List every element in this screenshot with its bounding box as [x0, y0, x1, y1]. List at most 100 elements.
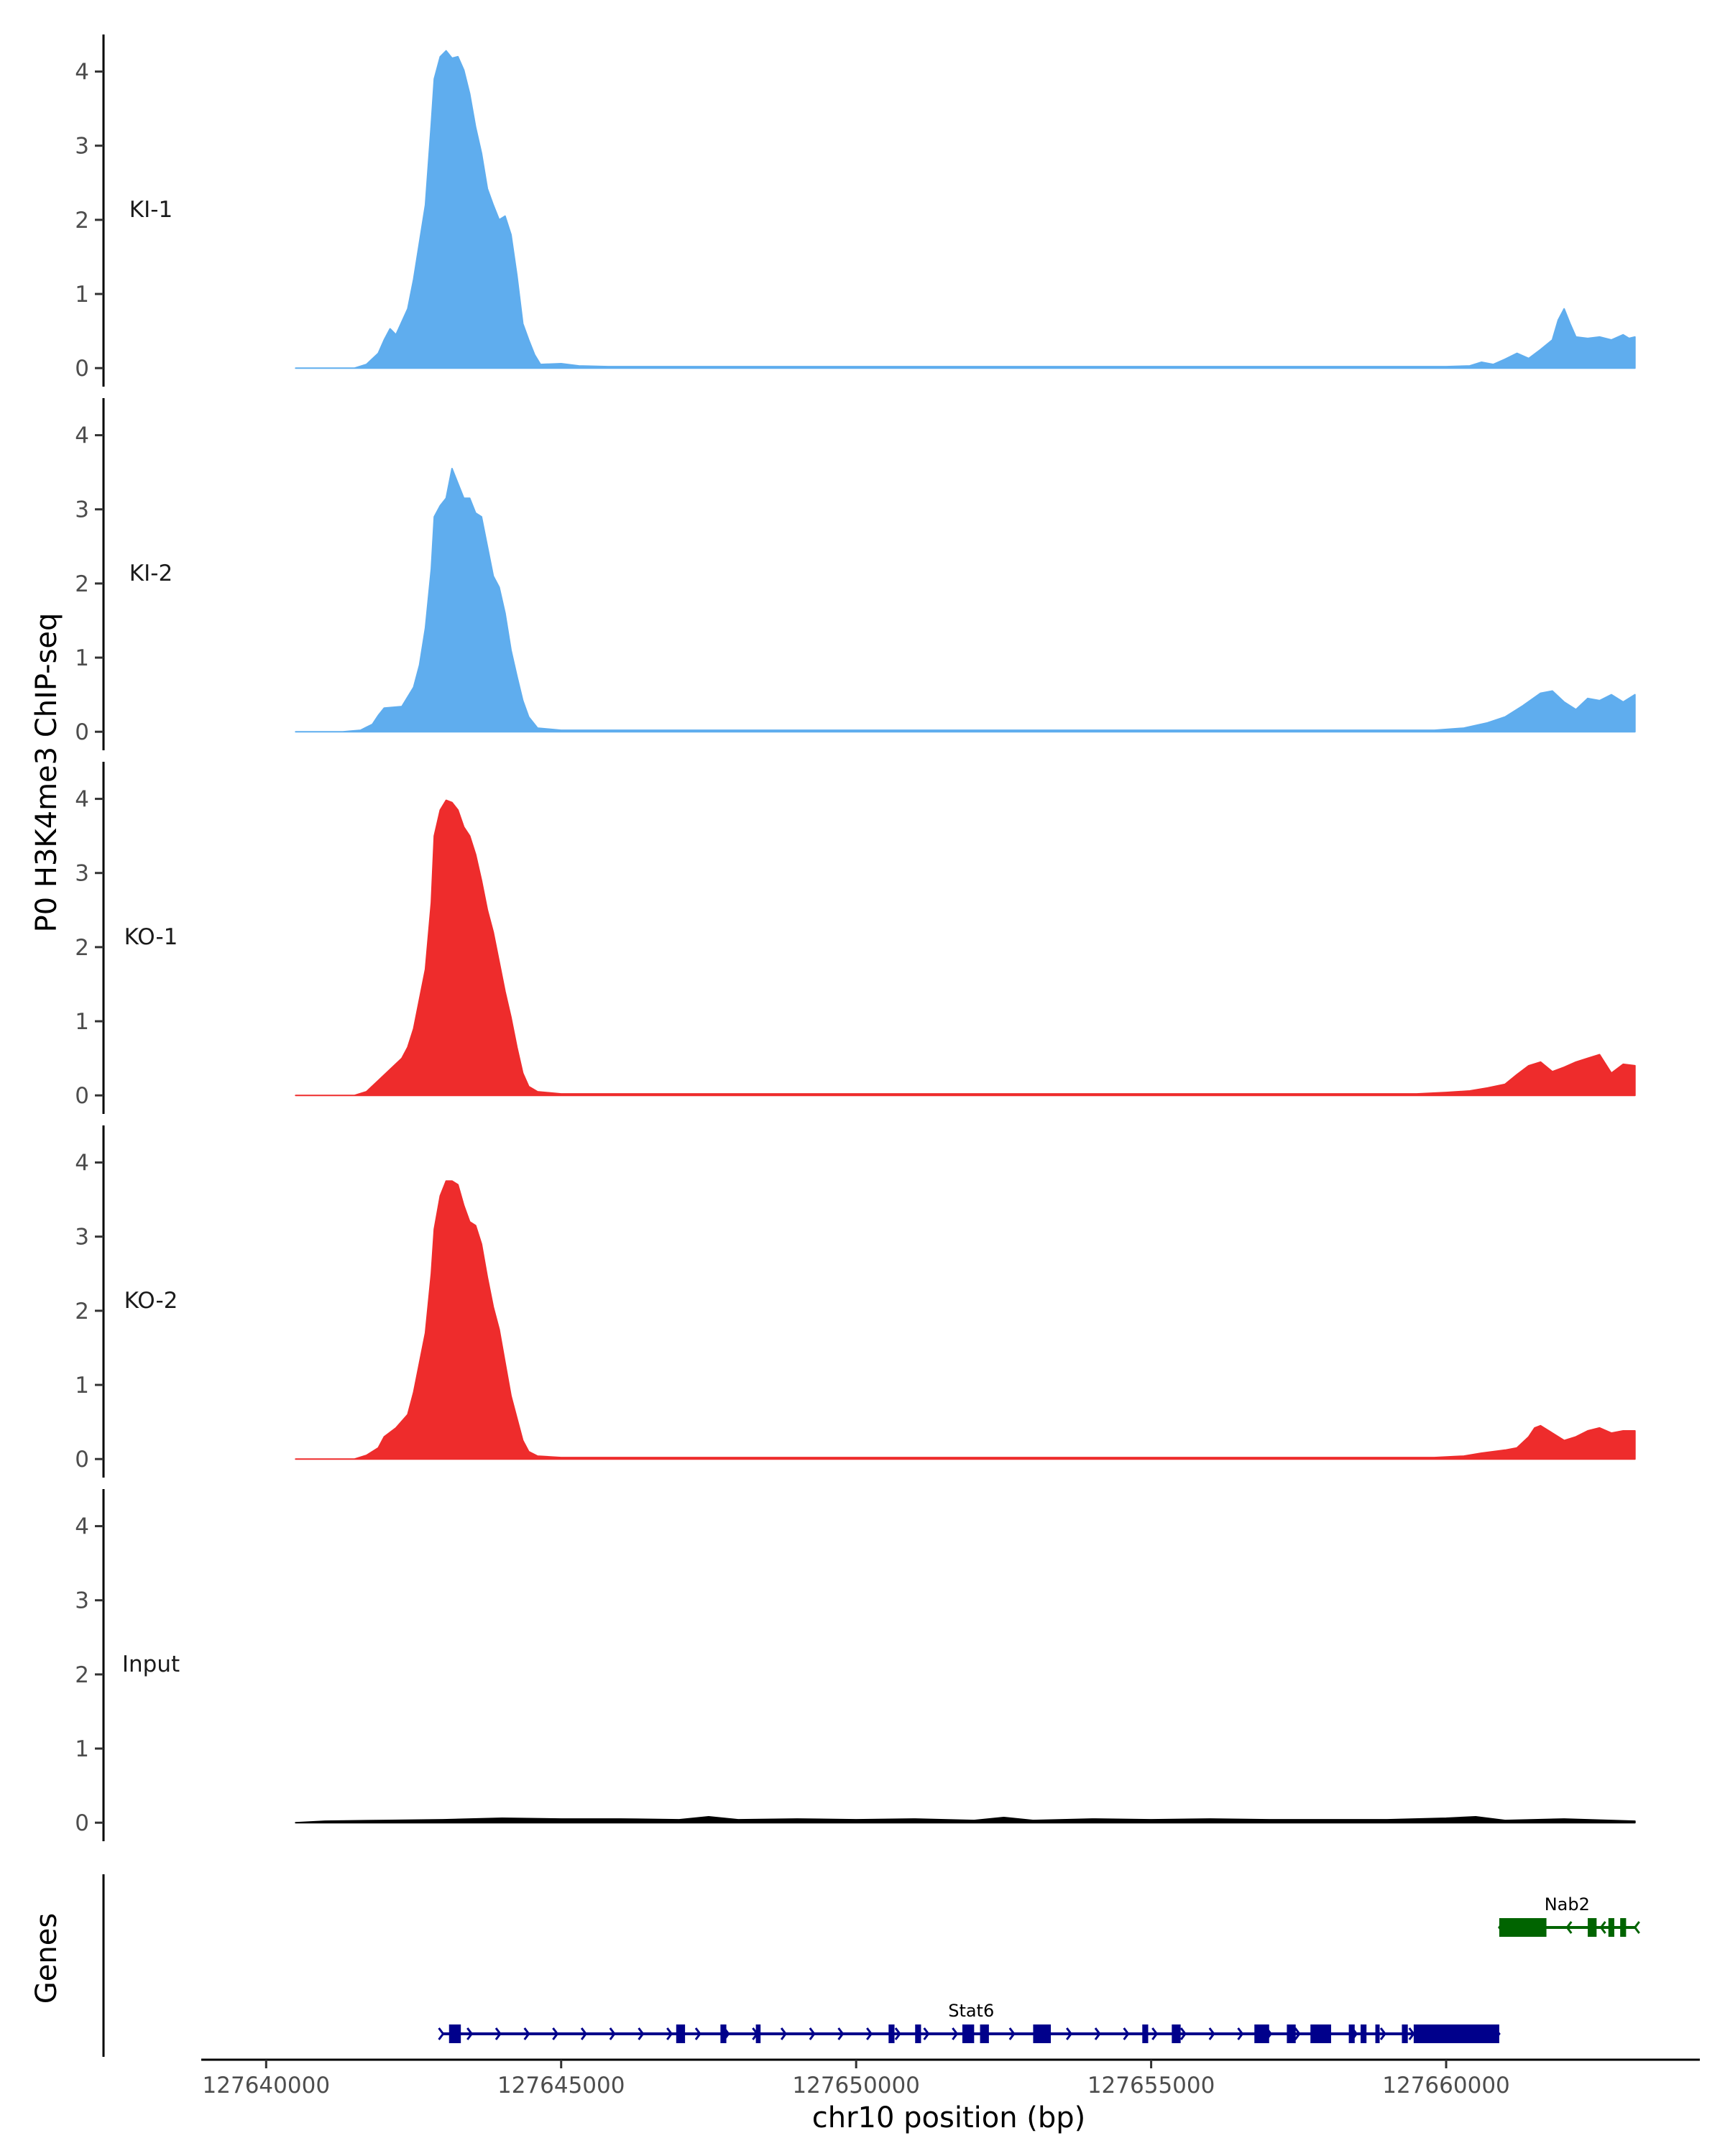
strand-arrow: [580, 2027, 587, 2040]
gene-exon: [915, 2024, 921, 2043]
y-tick-label: 3: [75, 861, 89, 887]
strand-arrow: [923, 2027, 930, 2040]
strand-arrow: [894, 2027, 901, 2040]
x-tick-label: 127660000: [1382, 2073, 1510, 2099]
gene-exon: [1348, 2024, 1355, 2043]
strand-arrow: [638, 2027, 645, 2040]
track-panel-1: 0 1 2 3 4 KI-1: [75, 34, 1636, 387]
track-panel-4: 0 1 2 3 4 KO-2: [75, 1125, 1636, 1478]
signal-area-input: [295, 1816, 1636, 1824]
x-tick-label: 127645000: [497, 2073, 625, 2099]
gene-exon: [1402, 2024, 1408, 2043]
gene-exon: [755, 2024, 761, 2043]
y-tick-label: 0: [75, 356, 89, 382]
x-tick-label: 127655000: [1087, 2073, 1215, 2099]
signal-area-ko-1: [295, 799, 1636, 1097]
gene-exon: [1620, 1918, 1627, 1937]
track-name-label: KI-2: [129, 561, 172, 586]
gene-exon: [1033, 2024, 1052, 2043]
gene-exon: [1310, 2024, 1331, 2043]
strand-arrow: [666, 2027, 673, 2040]
gene-name-label: Nab2: [1545, 1894, 1590, 1915]
gene-exon: [676, 2024, 686, 2043]
gene-exon: [1375, 2024, 1380, 2043]
genes-layer: Stat6 Nab2: [102, 1874, 1640, 2057]
gene-name-label: Stat6: [948, 2001, 994, 2021]
strand-arrow: [1599, 1921, 1606, 1934]
gene-exon: [962, 2024, 975, 2043]
y-tick-label: 0: [75, 719, 89, 745]
track-name-label: KO-1: [124, 924, 178, 950]
gene-exon: [720, 2024, 727, 2043]
y-tick-label: 3: [75, 1588, 89, 1614]
strand-arrow: [809, 2027, 816, 2040]
strand-arrow: [837, 2027, 845, 2040]
y-tick-label: 3: [75, 134, 89, 160]
strand-arrow: [1151, 2027, 1159, 2040]
y-tick-label: 1: [75, 1373, 89, 1399]
gene-exon: [1588, 1918, 1597, 1937]
strand-arrow: [438, 2027, 445, 2040]
y-tick-label: 1: [75, 1009, 89, 1035]
y-tick-label: 4: [75, 423, 89, 449]
y-tick-label: 2: [75, 1299, 89, 1325]
y-tick-label: 3: [75, 1225, 89, 1250]
x-axis-title: chr10 position (bp): [812, 2101, 1086, 2134]
strand-arrow: [609, 2027, 616, 2040]
strand-arrow: [552, 2027, 559, 2040]
y-tick-label: 2: [75, 208, 89, 234]
strand-arrow: [1008, 2027, 1016, 2040]
gene-exon: [888, 2024, 895, 2043]
y-tick-label: 0: [75, 1810, 89, 1836]
strand-arrow: [1408, 2027, 1415, 2040]
strand-arrow: [1123, 2027, 1130, 2040]
strand-arrow: [1565, 1921, 1573, 1934]
tracks-layer: 0 1 2 3 4 KI-1 0 1 2 3 4 KI-2 0 1 2 3 4 KO-1 0 1 2 3 4 KO-2 0 1 2 3…: [75, 34, 1636, 1841]
strand-arrow: [1066, 2027, 1073, 2040]
y-tick-label: 1: [75, 645, 89, 671]
gene-exon: [1413, 2024, 1499, 2043]
gene-exon: [1287, 2024, 1296, 2043]
signal-area-ko-2: [295, 1180, 1636, 1460]
x-tick-label: 127650000: [792, 2073, 920, 2099]
strand-arrow: [866, 2027, 873, 2040]
gene-exon: [1608, 1918, 1614, 1937]
gene-stat6: Stat6: [438, 2001, 1501, 2043]
y-tick-label: 4: [75, 60, 89, 86]
strand-arrow: [494, 2027, 502, 2040]
y-tick-label: 4: [75, 1514, 89, 1540]
strand-arrow: [694, 2027, 702, 2040]
strand-arrow: [780, 2027, 787, 2040]
gene-nab2: Nab2: [1498, 1894, 1640, 1937]
y-tick-label: 1: [75, 1736, 89, 1762]
track-panel-5: 0 1 2 3 4 Input: [75, 1489, 1636, 1841]
strand-arrow: [1179, 2027, 1187, 2040]
signal-area-ki-2: [295, 468, 1636, 733]
y-tick-label: 0: [75, 1083, 89, 1109]
gene-exon: [1172, 2024, 1181, 2043]
gene-exon: [980, 2024, 989, 2043]
track-name-label: Input: [122, 1651, 180, 1677]
track-panel-3: 0 1 2 3 4 KO-1: [75, 762, 1636, 1114]
gene-exon: [1499, 1918, 1547, 1937]
strand-arrow: [523, 2027, 530, 2040]
strand-arrow: [1294, 2027, 1301, 2040]
strand-arrow: [952, 2027, 959, 2040]
y-tick-label: 2: [75, 1662, 89, 1688]
track-name-label: KO-2: [124, 1288, 178, 1314]
y-tick-label: 2: [75, 935, 89, 961]
y-tick-label: 4: [75, 1151, 89, 1176]
strand-arrow: [1094, 2027, 1101, 2040]
strand-arrow: [466, 2027, 474, 2040]
y-tick-label: 2: [75, 571, 89, 597]
strand-arrow: [1379, 2027, 1386, 2040]
y-axis-title: P0 H3K4me3 ChIP-seq: [30, 613, 63, 933]
strand-arrow: [1633, 1921, 1640, 1934]
genes-axis-title: Genes: [30, 1913, 63, 2004]
x-axis: 127640000 127645000 127650000 127655000 1276…: [201, 2058, 1700, 2099]
strand-arrow: [1237, 2027, 1244, 2040]
y-tick-label: 3: [75, 497, 89, 523]
gene-exon: [1254, 2024, 1269, 2043]
track-name-label: KI-1: [129, 197, 172, 223]
